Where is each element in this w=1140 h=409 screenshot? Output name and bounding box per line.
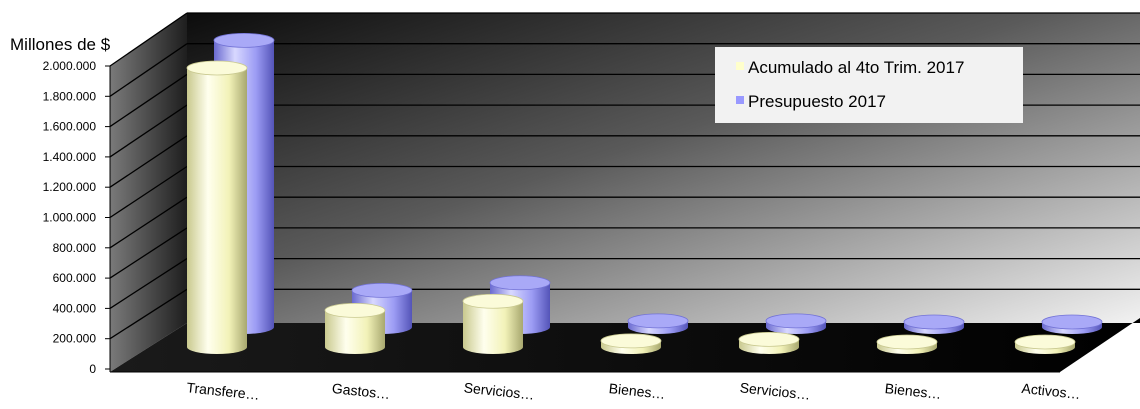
x-tick-label: Transfere…	[186, 379, 261, 403]
y-tick-label: 1.000.000	[43, 211, 97, 225]
gridline-side	[109, 227, 188, 279]
x-axis-labels: Transfere… Gastos… Servicios… Bienes… Servic…	[186, 379, 1082, 403]
bar-presupuesto	[627, 313, 689, 334]
legend-label-presupuesto: Presupuesto 2017	[748, 92, 886, 111]
legend-swatch-presupuesto	[736, 96, 744, 104]
bar-top	[462, 293, 524, 309]
bar-body	[325, 310, 385, 354]
bar-top	[1014, 334, 1076, 350]
x-tick-label: Bienes…	[608, 380, 666, 402]
gridline-side	[109, 196, 188, 249]
x-tick-label: Servicios…	[739, 379, 811, 402]
bar-acumulado	[1014, 334, 1076, 354]
y-tick-label: 1.200.000	[43, 180, 97, 194]
y-tick-label: 200.000	[53, 332, 97, 346]
legend-swatch-acumulado	[736, 62, 744, 70]
bar-top	[213, 32, 275, 48]
bar-body	[187, 68, 247, 354]
legend: Acumulado al 4to Trim. 2017 Presupuesto …	[715, 47, 1023, 123]
gridline-side	[109, 104, 188, 158]
bar-top	[489, 275, 551, 291]
y-axis-title: Millones de $	[10, 35, 111, 54]
gridline-side	[109, 43, 188, 97]
y-tick-label: 600.000	[53, 271, 97, 285]
gridlines	[109, 12, 1140, 340]
bar-top	[738, 331, 800, 347]
gridline-side	[109, 135, 188, 188]
bar-top	[876, 334, 938, 350]
x-tick-label: Activos…	[1021, 380, 1081, 402]
bar-acumulado	[876, 334, 938, 354]
gridline-side	[109, 73, 188, 128]
bar-top	[600, 333, 662, 349]
x-tick-label: Gastos…	[331, 380, 391, 402]
bar-top	[1041, 314, 1103, 330]
gridline-side	[109, 12, 188, 67]
gridline-side	[109, 165, 188, 219]
bar-presupuesto	[903, 314, 965, 334]
x-tick-label: Bienes…	[884, 380, 942, 402]
legend-box	[715, 47, 1023, 123]
y-tick-label: 1.400.000	[43, 150, 97, 164]
bar-acumulado	[600, 333, 662, 354]
bar-acumulado	[324, 303, 386, 354]
y-tick-label: 1.800.000	[43, 89, 97, 103]
bars	[186, 32, 1103, 354]
bar-top	[186, 60, 248, 76]
bar-top	[765, 313, 827, 329]
y-tick-label: 2.000.000	[43, 59, 97, 73]
y-tick-label: 400.000	[53, 301, 97, 315]
legend-label-acumulado: Acumulado al 4to Trim. 2017	[748, 58, 964, 77]
bar-acumulado	[462, 293, 524, 354]
y-tick-label: 1.600.000	[43, 120, 97, 134]
bar-presupuesto	[765, 313, 827, 334]
y-axis: Millones de $ 0 200.000 400.000 600.000 800.…	[10, 35, 1060, 376]
bar-top	[324, 303, 386, 318]
bar-presupuesto	[1041, 314, 1103, 334]
bar-top	[903, 314, 965, 330]
bar-top	[627, 313, 689, 329]
y-tick-label: 800.000	[53, 241, 97, 255]
bar-acumulado	[186, 60, 248, 354]
gridline-side	[109, 258, 188, 309]
bar-top	[351, 283, 413, 298]
bar-acumulado	[738, 331, 800, 354]
x-tick-label: Servicios…	[463, 379, 535, 402]
bar-body	[463, 301, 523, 354]
gridline-side	[109, 288, 188, 340]
y-tick-label: 0	[89, 362, 96, 376]
